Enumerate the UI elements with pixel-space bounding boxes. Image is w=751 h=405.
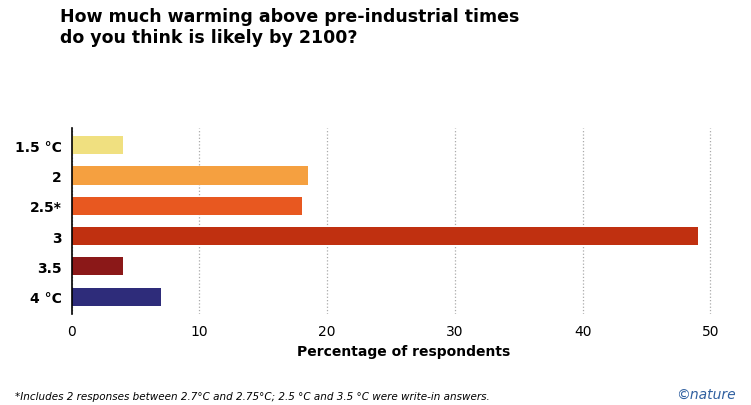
Text: *Includes 2 responses between 2.7°C and 2.75°C; 2.5 °C and 3.5 °C were write-in : *Includes 2 responses between 2.7°C and … <box>15 391 490 401</box>
Bar <box>71 137 122 155</box>
Bar <box>71 288 161 306</box>
X-axis label: Percentage of respondents: Percentage of respondents <box>297 344 511 358</box>
Bar <box>71 228 698 245</box>
Bar <box>71 167 308 185</box>
Text: How much warming above pre-industrial times
do you think is likely by 2100?: How much warming above pre-industrial ti… <box>60 8 520 47</box>
Text: ©nature: ©nature <box>677 387 736 401</box>
Bar <box>71 258 122 276</box>
Bar <box>71 197 302 215</box>
